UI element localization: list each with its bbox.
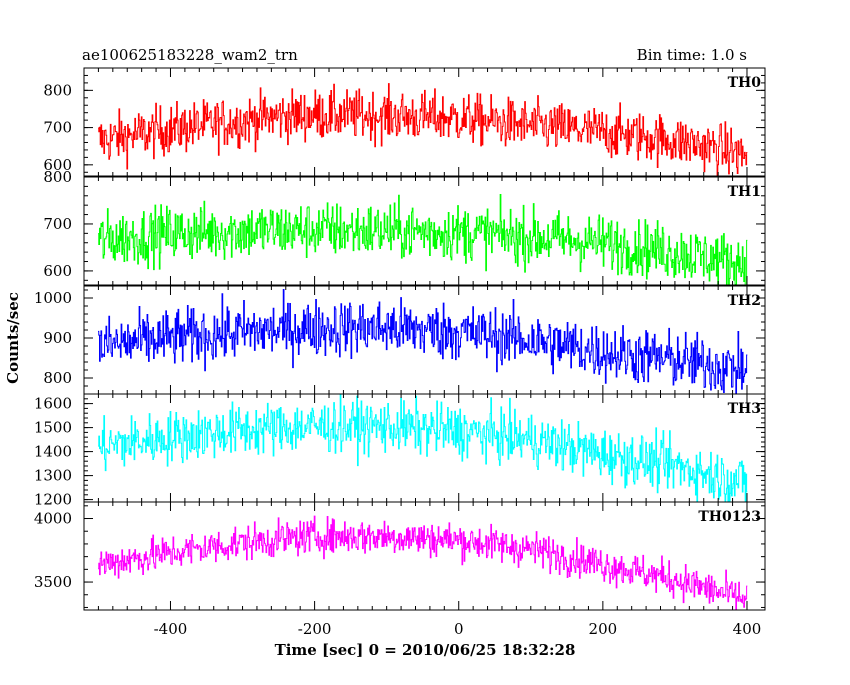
x-tick-label: 200 — [589, 620, 618, 638]
y-tick-label: 600 — [43, 262, 72, 280]
y-tick-label: 1200 — [34, 491, 72, 509]
x-axis: -400 -200 0 200 400 — [154, 620, 762, 638]
panel-th2: 800 900 1000 TH2 — [34, 285, 766, 395]
y-tick-label: 700 — [43, 215, 72, 233]
panel-th3: 1200 1300 1400 1500 1600 TH3 — [34, 393, 766, 509]
y-tick-label: 800 — [43, 168, 72, 186]
bin-time-label: Bin time: 1.0 s — [637, 46, 747, 64]
panel-frame — [83, 67, 766, 177]
panel-th1: 600 700 800 TH1 — [43, 168, 766, 286]
y-axis-title: Counts/sec — [4, 292, 22, 384]
y-tick-label: 800 — [43, 81, 72, 99]
panel-label-th3: TH3 — [728, 401, 761, 417]
x-tick-label: -200 — [298, 620, 332, 638]
series-th1-trace — [98, 194, 748, 285]
y-tick-label: 600 — [43, 156, 72, 174]
y-tick-label: 1000 — [34, 289, 72, 307]
x-tick-label: 0 — [454, 620, 464, 638]
series-th2-trace — [98, 289, 748, 394]
y-tick-label: 900 — [43, 329, 72, 347]
y-tick-label: 4000 — [34, 510, 72, 528]
y-tick-label: 3500 — [34, 573, 72, 591]
series-th0-trace — [98, 83, 748, 176]
series-th0123-trace — [98, 515, 748, 610]
y-tick-label: 700 — [43, 119, 72, 137]
y-tick-label: 1500 — [34, 419, 72, 437]
y-tick-label: 1400 — [34, 443, 72, 461]
panel-label-th0123: TH0123 — [698, 509, 761, 525]
panel-frame — [83, 176, 766, 286]
panel-label-th2: TH2 — [728, 293, 761, 309]
y-tick-label: 1300 — [34, 467, 72, 485]
chart-title: ae100625183228_wam2_trn — [82, 46, 298, 64]
panel-th0: 600 700 800 TH0 — [43, 67, 766, 177]
panels-group: 600 700 800 TH0 600 700 800 TH1 800 900 1000 TH2 120… — [34, 67, 766, 611]
series-th3-trace — [98, 394, 748, 502]
y-tick-label: 800 — [43, 369, 72, 387]
panel-frame — [83, 393, 766, 503]
x-tick-label: -400 — [154, 620, 188, 638]
x-tick-label: 400 — [733, 620, 762, 638]
panel-frame — [83, 501, 766, 611]
panel-label-th0: TH0 — [728, 75, 762, 91]
y-tick-label: 1600 — [34, 395, 72, 413]
panel-label-th1: TH1 — [728, 184, 761, 200]
x-axis-title: Time [sec] 0 = 2010/06/25 18:32:28 — [275, 641, 576, 659]
panel-th0123: 3500 4000 TH0123 — [34, 501, 766, 611]
